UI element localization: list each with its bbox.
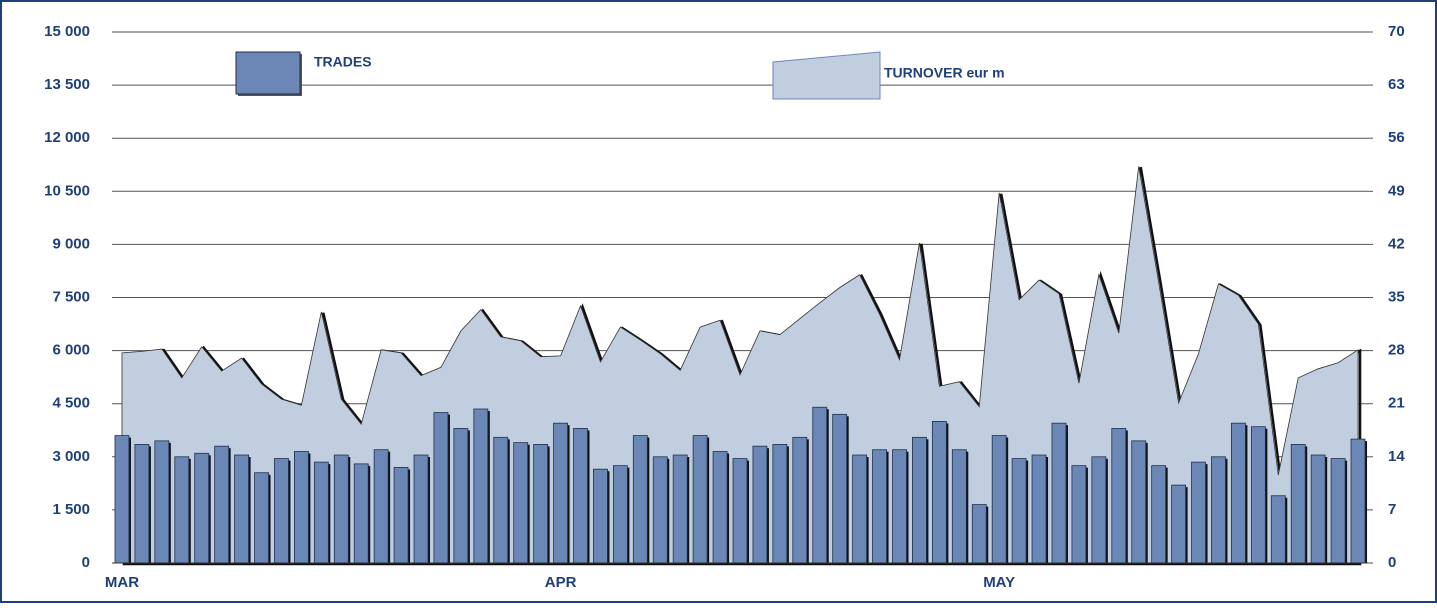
bar (1011, 458, 1027, 564)
bar (1051, 422, 1067, 564)
bar (1151, 465, 1167, 564)
bar (612, 465, 628, 564)
bar (652, 456, 668, 564)
y-tick-label: 6 000 (52, 342, 90, 359)
bar (313, 461, 329, 564)
bar (174, 456, 190, 564)
bar (931, 420, 947, 564)
y-tick-label: 0 (82, 554, 90, 571)
bar (1250, 426, 1266, 564)
bar (971, 504, 987, 564)
bar (912, 436, 927, 564)
bar (852, 454, 868, 564)
y2-tick-label: 49 (1388, 182, 1405, 199)
bar (792, 436, 808, 564)
bar (134, 444, 150, 564)
bar (493, 436, 509, 564)
bar (1171, 484, 1187, 564)
bar (1091, 456, 1107, 564)
bar (892, 449, 907, 564)
bar (333, 454, 349, 564)
bar (214, 445, 230, 564)
bar (593, 468, 608, 564)
bar (872, 449, 887, 564)
y-tick-label: 15 000 (44, 23, 90, 40)
x-tick-label: MAR (105, 574, 139, 591)
bar (692, 435, 708, 564)
bar (1330, 458, 1346, 564)
bar (393, 467, 409, 564)
bar (632, 435, 648, 564)
bar (712, 451, 728, 564)
y2-tick-label: 7 (1388, 501, 1396, 518)
bar (373, 449, 389, 564)
y-tick-label: 1 500 (52, 501, 90, 518)
y2-tick-label: 35 (1388, 288, 1405, 305)
y2-tick-label: 70 (1388, 23, 1405, 40)
bar (1231, 422, 1246, 564)
bar (553, 422, 568, 564)
bar (1111, 428, 1127, 564)
bar (453, 428, 469, 564)
bar (1310, 454, 1326, 564)
bar (732, 458, 748, 564)
y2-tick-label: 28 (1388, 342, 1405, 359)
x-tick-label: MAY (983, 574, 1015, 591)
y2-tick-label: 56 (1388, 129, 1405, 146)
bar (114, 435, 130, 564)
bar (513, 442, 529, 564)
bar (672, 454, 688, 564)
bar (194, 452, 210, 564)
bar (1270, 495, 1286, 564)
bar (951, 449, 967, 564)
bar (812, 406, 828, 564)
y-tick-label: 12 000 (44, 129, 90, 146)
bar (433, 412, 449, 564)
y2-tick-label: 0 (1388, 554, 1396, 571)
bar (533, 444, 549, 564)
bar (473, 408, 489, 564)
bar (1131, 440, 1147, 564)
bar (274, 458, 289, 564)
legend-label: TURNOVER eur m (884, 65, 1005, 81)
legend-swatch (235, 51, 301, 95)
bar (1350, 438, 1366, 564)
bar (573, 428, 588, 564)
bar (154, 440, 170, 564)
bar (1031, 454, 1047, 564)
y-tick-label: 13 500 (44, 76, 90, 93)
bar (254, 472, 269, 564)
y-tick-label: 9 000 (52, 235, 90, 252)
y2-tick-label: 21 (1388, 395, 1405, 412)
legend-label: TRADES (314, 54, 372, 70)
y2-tick-label: 63 (1388, 76, 1405, 93)
y-tick-label: 4 500 (52, 395, 90, 412)
bar (991, 435, 1007, 564)
bar (413, 454, 429, 564)
bar (293, 451, 309, 564)
bar (752, 445, 768, 564)
x-tick-label: APR (545, 574, 577, 591)
bar (1290, 444, 1306, 564)
bar (772, 444, 788, 564)
bar (234, 454, 249, 564)
y-tick-label: 7 500 (52, 288, 90, 305)
bar (1191, 461, 1206, 564)
bar (832, 413, 848, 564)
y-tick-label: 10 500 (44, 182, 90, 199)
legend-swatch (772, 51, 881, 100)
y2-tick-label: 42 (1388, 235, 1405, 252)
bar (1071, 465, 1087, 564)
y2-tick-label: 14 (1388, 448, 1405, 465)
area (121, 166, 1359, 564)
bar (353, 463, 369, 564)
y-tick-label: 3 000 (52, 448, 90, 465)
bar (1211, 456, 1226, 564)
